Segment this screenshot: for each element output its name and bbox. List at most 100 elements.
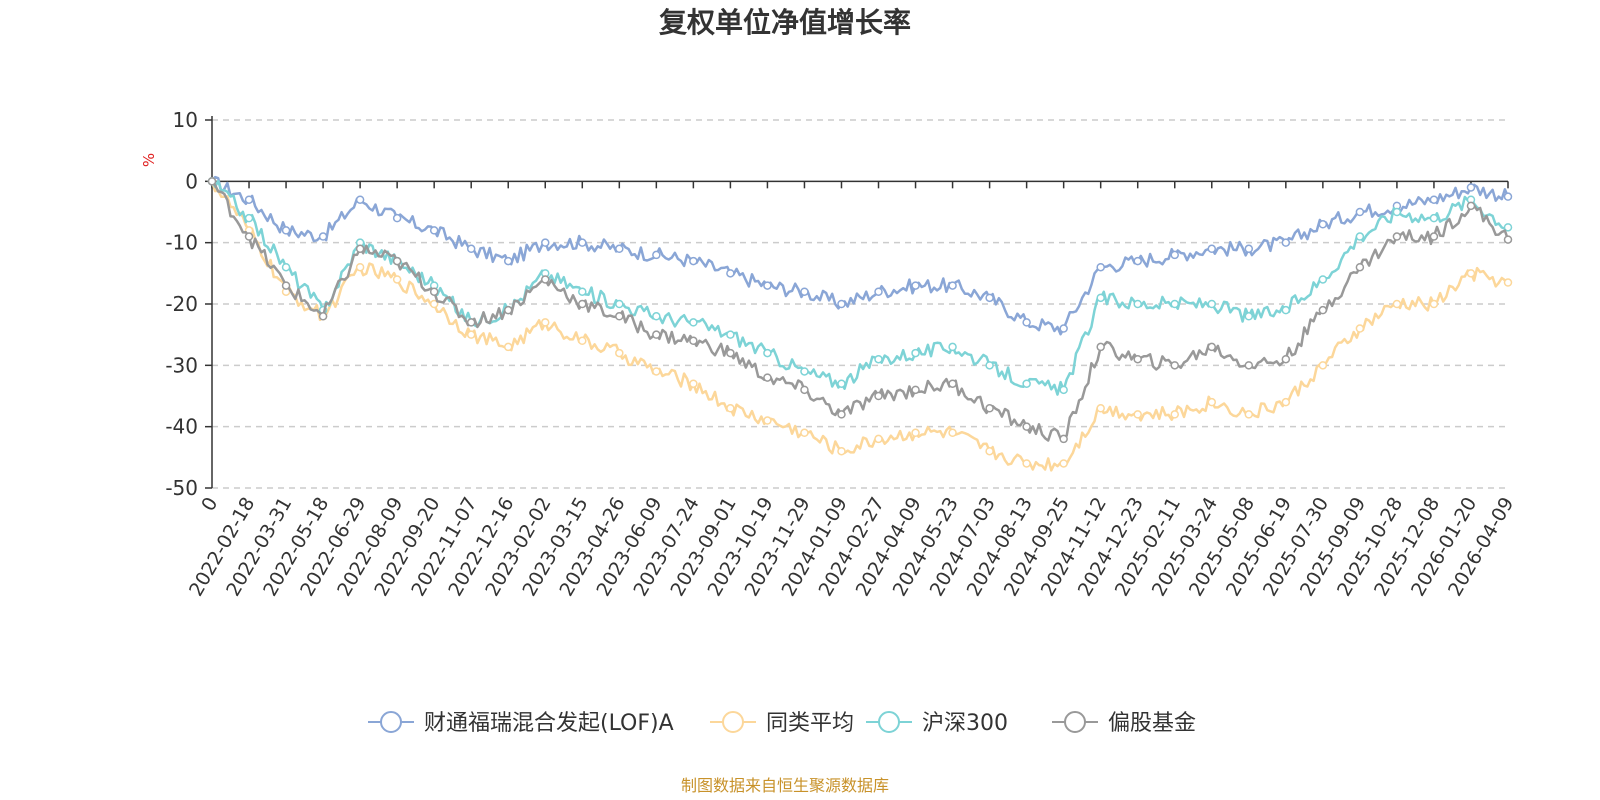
series-line bbox=[210, 175, 1510, 336]
data-point bbox=[1355, 207, 1365, 217]
data-point bbox=[1503, 223, 1513, 232]
data-point bbox=[985, 361, 994, 370]
data-point bbox=[615, 312, 624, 321]
data-point bbox=[578, 336, 587, 346]
data-point bbox=[1207, 342, 1217, 352]
data-point bbox=[1281, 305, 1291, 315]
data-point bbox=[429, 226, 439, 235]
data-point bbox=[1318, 220, 1328, 229]
data-point bbox=[541, 318, 550, 327]
data-point bbox=[689, 379, 698, 388]
data-point bbox=[318, 232, 328, 241]
data-point bbox=[763, 281, 772, 290]
data-point bbox=[1355, 232, 1365, 241]
data-point bbox=[1429, 213, 1439, 223]
data-point bbox=[948, 428, 957, 438]
y-tick-label: -40 bbox=[165, 415, 198, 439]
y-tick-label: 0 bbox=[185, 169, 198, 193]
data-point bbox=[1096, 404, 1105, 413]
data-point bbox=[726, 348, 735, 358]
legend-circle-icon bbox=[722, 711, 744, 733]
legend-label: 财通福瑞混合发起(LOF)A bbox=[424, 711, 674, 736]
data-point bbox=[1022, 422, 1031, 431]
legend-circle-icon bbox=[878, 711, 900, 733]
data-point bbox=[948, 281, 957, 290]
data-point bbox=[1207, 397, 1217, 407]
data-point bbox=[1096, 262, 1105, 272]
data-point bbox=[1429, 195, 1439, 204]
data-point bbox=[466, 318, 476, 327]
series-lines bbox=[207, 175, 1513, 472]
data-point bbox=[281, 281, 291, 290]
data-point bbox=[1392, 207, 1402, 217]
data-point bbox=[726, 404, 735, 413]
data-point bbox=[1244, 312, 1254, 321]
data-point bbox=[911, 385, 920, 395]
data-point bbox=[281, 226, 291, 235]
chart-title: 复权单位净值增长率 bbox=[659, 6, 911, 39]
y-axis: 10 0 -10 -20 -30 -40 -50 bbox=[165, 108, 213, 500]
data-point bbox=[1466, 269, 1476, 278]
data-point bbox=[763, 348, 772, 358]
data-point bbox=[503, 342, 513, 352]
data-point bbox=[429, 287, 439, 296]
data-point bbox=[948, 379, 957, 388]
data-point bbox=[1318, 275, 1328, 284]
data-point bbox=[911, 428, 920, 438]
data-point bbox=[1207, 299, 1217, 309]
data-point bbox=[318, 312, 328, 321]
data-point bbox=[1244, 361, 1254, 370]
data-point bbox=[726, 330, 735, 339]
data-point bbox=[1170, 250, 1179, 260]
data-point bbox=[874, 287, 883, 296]
data-point bbox=[911, 281, 920, 290]
data-point bbox=[1059, 434, 1068, 444]
data-point bbox=[985, 404, 994, 413]
data-point bbox=[726, 269, 735, 278]
data-point bbox=[1503, 192, 1513, 201]
data-point bbox=[1392, 299, 1402, 309]
data-point bbox=[1059, 324, 1068, 333]
data-point bbox=[985, 293, 994, 303]
data-point bbox=[1503, 235, 1513, 244]
data-point bbox=[615, 348, 624, 358]
y-tick-label: -50 bbox=[165, 476, 198, 500]
data-point bbox=[1096, 342, 1105, 352]
data-point bbox=[1429, 232, 1439, 241]
legend-label: 沪深300 bbox=[922, 711, 1008, 736]
data-point bbox=[985, 446, 994, 456]
data-point bbox=[578, 287, 587, 296]
data-point bbox=[1022, 379, 1031, 388]
data-point bbox=[466, 244, 476, 254]
data-point bbox=[800, 367, 809, 376]
data-point bbox=[1281, 354, 1291, 364]
data-point bbox=[392, 275, 402, 284]
data-point bbox=[1244, 244, 1254, 254]
data-point bbox=[800, 385, 809, 395]
data-point bbox=[1170, 361, 1179, 370]
data-point bbox=[281, 262, 291, 272]
series-line bbox=[211, 180, 1510, 442]
data-point bbox=[466, 330, 476, 339]
grid-lines bbox=[212, 119, 1508, 489]
x-tick-label: 0 bbox=[197, 494, 222, 515]
data-point bbox=[1318, 361, 1328, 370]
data-point bbox=[837, 410, 846, 419]
data-point bbox=[1133, 410, 1142, 419]
data-point bbox=[1355, 262, 1365, 272]
data-point bbox=[355, 195, 365, 204]
data-point bbox=[1503, 278, 1513, 287]
data-point bbox=[1096, 293, 1105, 303]
y-tick-label: 10 bbox=[173, 108, 198, 132]
data-source-note: 制图数据来自恒生聚源数据库 bbox=[681, 776, 889, 795]
series-line bbox=[210, 179, 1509, 396]
y-tick-label: -10 bbox=[165, 231, 198, 255]
data-point bbox=[392, 256, 402, 266]
data-point bbox=[1466, 201, 1476, 211]
y-tick-label: -30 bbox=[165, 353, 198, 377]
data-point bbox=[1133, 354, 1142, 364]
data-point bbox=[1318, 305, 1328, 315]
legend-label: 同类平均 bbox=[766, 711, 854, 736]
data-point bbox=[763, 373, 772, 382]
data-point bbox=[207, 177, 217, 186]
